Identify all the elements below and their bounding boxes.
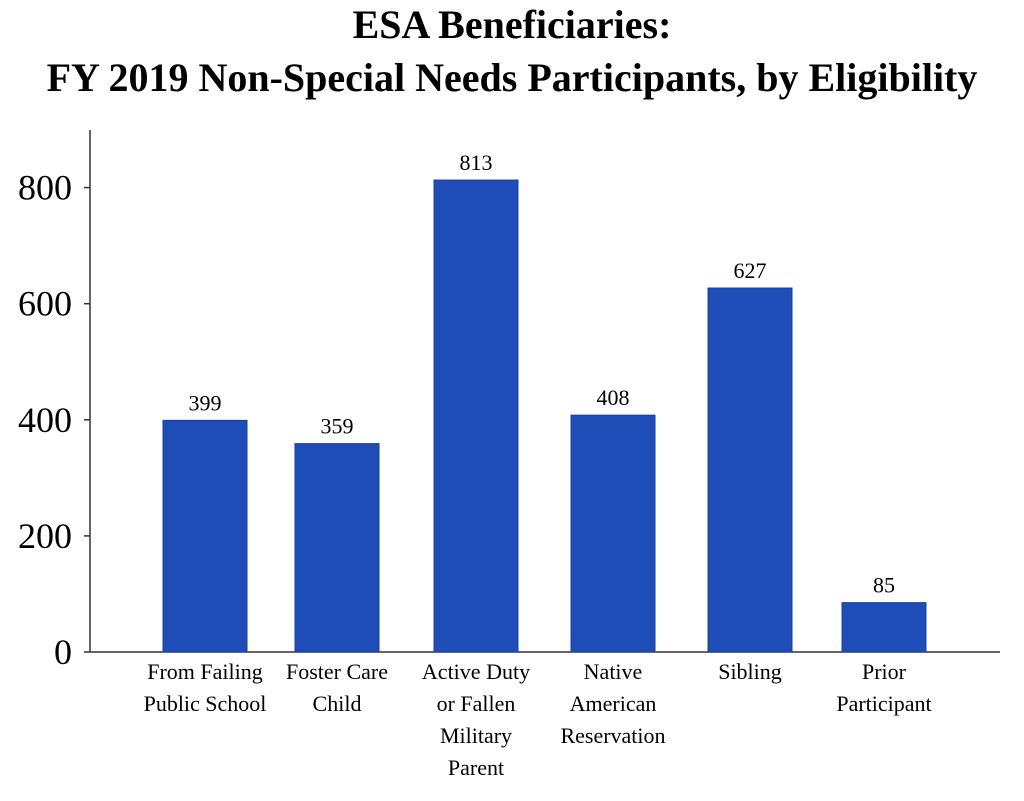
bar xyxy=(707,287,793,653)
data-labels: 399 359 813 408 627 85 xyxy=(189,150,896,598)
bar xyxy=(162,419,248,653)
category-label: American xyxy=(570,691,657,716)
bar xyxy=(841,602,927,653)
data-label: 85 xyxy=(873,573,895,598)
data-label: 627 xyxy=(734,258,767,283)
y-tick-label: 600 xyxy=(18,284,72,324)
category-label: or Fallen xyxy=(437,691,516,716)
category-label: Child xyxy=(313,691,362,716)
chart-title-line-2: FY 2019 Non-Special Needs Participants, … xyxy=(47,55,978,100)
bar xyxy=(433,179,519,653)
data-label: 399 xyxy=(189,390,222,415)
category-label: Reservation xyxy=(560,723,665,748)
category-label: Prior xyxy=(862,659,907,684)
category-labels: From Failing Public School Foster Care Chil… xyxy=(144,659,932,780)
data-label: 408 xyxy=(597,385,630,410)
category-label: Public School xyxy=(144,691,267,716)
category-label: Active Duty xyxy=(422,659,530,684)
category-label: Military xyxy=(440,723,512,748)
category-label: Participant xyxy=(836,691,931,716)
category-label: Foster Care xyxy=(286,659,388,684)
category-label: Native xyxy=(584,659,643,684)
bars xyxy=(162,179,927,653)
category-label: Parent xyxy=(448,755,504,780)
y-tick-label: 0 xyxy=(54,632,72,672)
chart-title-line-1: ESA Beneficiaries: xyxy=(353,2,672,47)
category-label: Sibling xyxy=(718,659,782,684)
category-label: From Failing xyxy=(147,659,263,684)
y-tick-label: 200 xyxy=(18,516,72,556)
bar xyxy=(294,443,380,653)
chart-title: ESA Beneficiaries: FY 2019 Non-Special Ne… xyxy=(47,2,978,100)
data-label: 359 xyxy=(321,414,354,439)
data-label: 813 xyxy=(460,150,493,175)
y-tick-label: 800 xyxy=(18,168,72,208)
bar xyxy=(570,414,656,653)
y-tick-label: 400 xyxy=(18,400,72,440)
